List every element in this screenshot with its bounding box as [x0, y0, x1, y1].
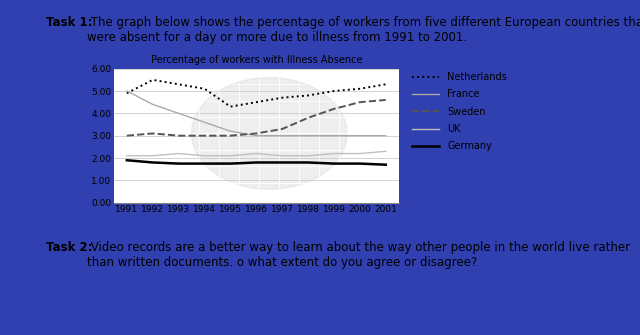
Legend: Netherlands, France, Sweden, UK, Germany: Netherlands, France, Sweden, UK, Germany — [412, 72, 507, 151]
Polygon shape — [191, 78, 347, 189]
Text: Video records are a better way to learn about the way other people in the world : Video records are a better way to learn … — [87, 241, 630, 269]
Text: The graph below shows the percentage of workers from five different European cou: The graph below shows the percentage of … — [87, 16, 640, 44]
Text: Task 2:: Task 2: — [45, 241, 92, 254]
Text: Task 1:: Task 1: — [45, 16, 92, 29]
Title: Percentage of workers with Illness Absence: Percentage of workers with Illness Absen… — [150, 55, 362, 65]
